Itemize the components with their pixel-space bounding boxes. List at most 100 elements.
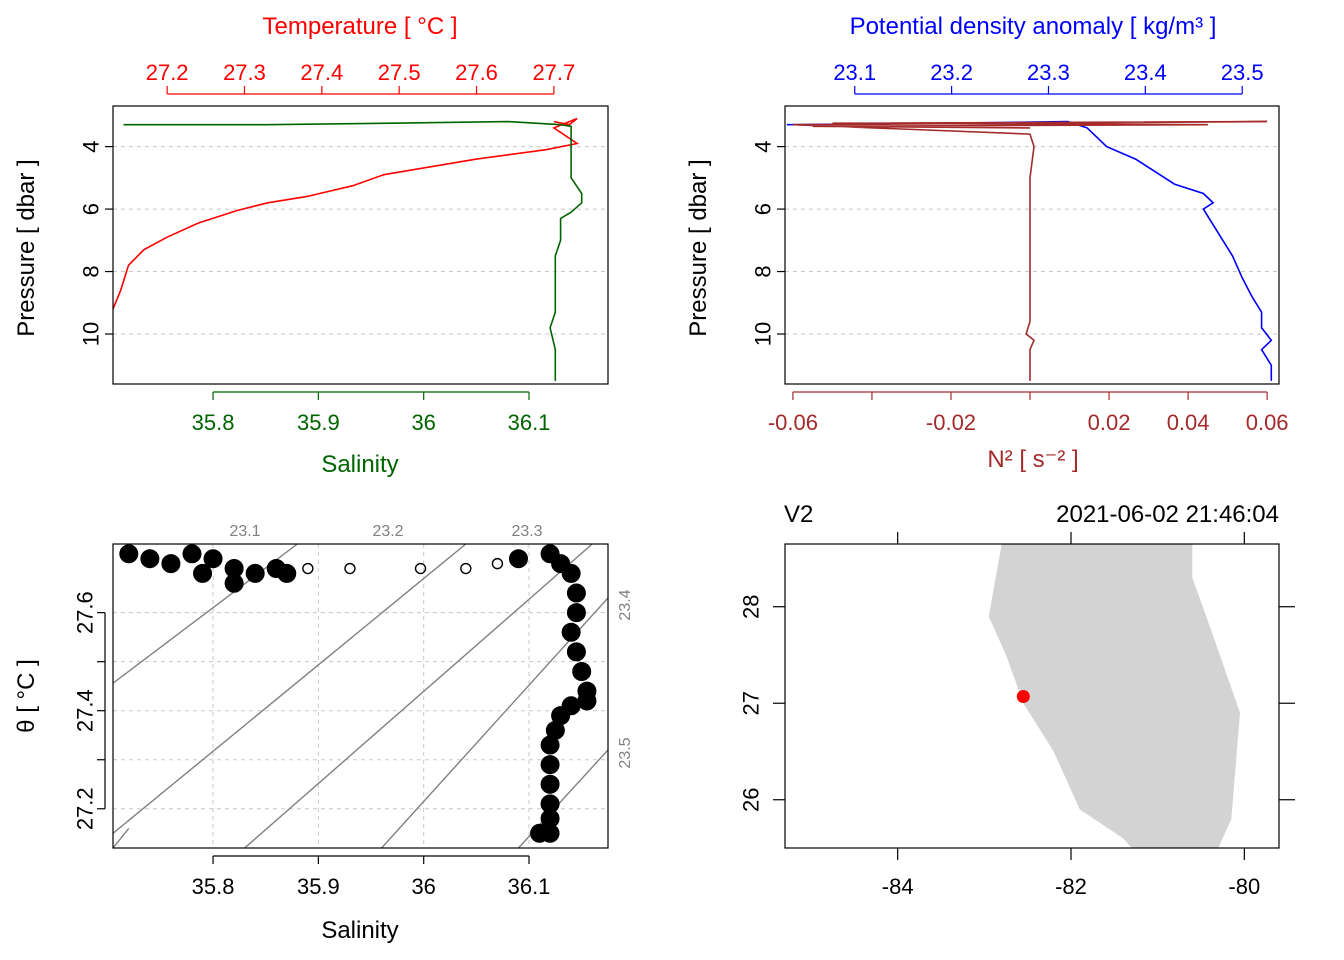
p0-y-axis-title: Pressure [ dbar ] [13,159,40,336]
land-polygon [988,544,1240,848]
top-tick-label: 23.3 [1027,60,1070,85]
top-tick-label: 27.3 [223,60,266,85]
bottom-tick-label: 35.9 [297,410,340,435]
x-tick-label: 36.1 [508,874,551,899]
data-point [193,563,213,583]
map-frame [784,543,1280,849]
data-point [277,563,297,583]
data-point [540,774,560,794]
top-tick-label: 27.7 [532,60,575,85]
data-point [566,603,586,623]
data-point [566,642,586,662]
isopycnal-label: 23.1 [229,523,260,540]
isopycnal-line [113,544,467,834]
y-tick-label: 27.4 [73,689,98,732]
data-point [203,549,223,569]
data-point [302,562,314,575]
top-tick-label: 27.4 [300,60,343,85]
bottom-tick-label: 0.02 [1088,410,1131,435]
profile-plot-1: 4 6 8 10 23.1 23.2 23.3 23.4 23.5 -0.06 -0.02 0.02 0… [751,60,1289,435]
map-title: V2 [784,501,813,528]
station-marker [1016,689,1030,703]
data-point [561,622,581,642]
series-line-top [113,117,580,342]
series-line-bottom [792,120,1268,381]
x-tick-label: -82 [1055,874,1087,899]
data-point [161,554,181,574]
data-point [566,583,586,603]
panel-profile-density: Potential density anomaly [ kg/m³ ] N² [… [685,13,1216,473]
data-point [491,557,504,570]
map-plot: -84 -82 -80 26 27 28 [739,532,1295,899]
data-point [577,691,597,711]
data-point [540,755,560,775]
plot-frame [784,105,1280,385]
data-point [508,549,528,569]
series-line-top [786,120,1273,381]
bottom-tick-label: -0.06 [768,410,818,435]
data-point [572,661,592,681]
data-point [224,573,244,593]
plot-frame [112,105,609,385]
top-tick-label: 23.4 [1124,60,1167,85]
x-tick-label: 36 [411,874,435,899]
data-point [540,735,560,755]
p1-bottom-axis-title: N² [ s⁻² ] [987,446,1078,473]
isopycnal-line [113,544,298,684]
series-line-bottom [123,120,583,381]
isopycnal-label: 23.2 [372,523,403,540]
isopycnal-label: 23.5 [617,737,634,768]
p0-bottom-axis-title: Salinity [321,451,398,478]
y-tick-label: 4 [79,140,104,152]
p0-top-axis-title: Temperature [ °C ] [263,13,458,40]
x-tick-label: -80 [1228,874,1260,899]
data-point [530,823,550,843]
y-tick-label: 6 [751,203,776,215]
data-point [140,549,160,569]
y-tick-label: 10 [79,322,104,346]
top-tick-label: 27.5 [378,60,421,85]
x-tick-label: -84 [882,874,914,899]
isopycnal-label: 23.3 [511,523,542,540]
isopycnal-line [113,827,130,848]
data-point [182,544,202,564]
data-point [245,563,265,583]
y-tick-label: 28 [739,594,764,618]
isopycnal-line [244,544,593,848]
y-tick-label: 27 [739,691,764,715]
top-tick-label: 27.2 [146,60,189,85]
data-point [414,562,427,575]
data-point [344,562,356,575]
isopycnal-label: 23.4 [617,589,634,620]
panel-map: V2 2021-06-02 21:46:04 [784,501,1279,528]
y-tick-label: 8 [751,265,776,277]
y-tick-label: 6 [79,203,104,215]
x-tick-label: 35.8 [192,874,235,899]
map-timestamp: 2021-06-02 21:46:04 [1056,501,1279,528]
data-point [561,563,581,583]
bottom-tick-label: 35.8 [192,410,235,435]
p1-top-axis-title: Potential density anomaly [ kg/m³ ] [850,13,1217,40]
plot-frame [112,543,609,849]
data-point [119,544,139,564]
y-tick-label: 8 [79,265,104,277]
y-tick-label: 26 [739,788,764,812]
y-tick-label: 4 [751,140,776,152]
bottom-tick-label: 0.04 [1167,410,1210,435]
top-tick-label: 23.2 [930,60,973,85]
x-tick-label: 35.9 [297,874,340,899]
ts-plot: 23.1 23.2 23.3 23.4 23.5 35.8 35.9 36 36.1 27.2 27… [73,523,635,899]
p1-y-axis-title: Pressure [ dbar ] [685,159,712,336]
top-tick-label: 23.5 [1221,60,1264,85]
y-tick-label: 10 [751,322,776,346]
p2-x-axis-title: Salinity [321,917,398,944]
top-tick-label: 23.1 [833,60,876,85]
data-point [460,562,472,575]
bottom-tick-label: 36.1 [508,410,551,435]
panel-ts-diagram: Salinity θ [ °C ] [13,659,399,944]
bottom-tick-label: 36 [411,410,435,435]
y-tick-label: 27.6 [73,591,98,634]
top-tick-label: 27.6 [455,60,498,85]
y-tick-label: 27.2 [73,787,98,830]
